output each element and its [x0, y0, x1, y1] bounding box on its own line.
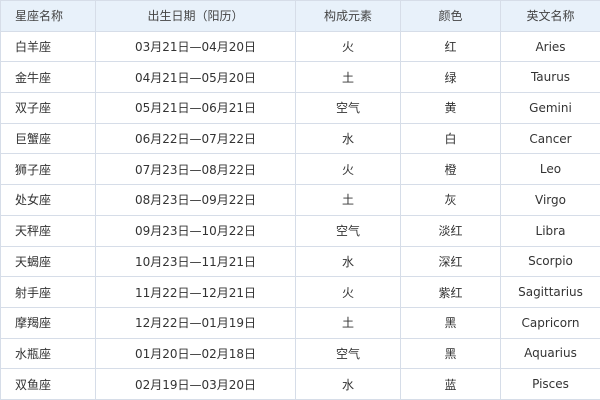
table-cell: 空气	[295, 214, 401, 247]
table-cell: 双子座	[0, 92, 96, 124]
table-cell: 06月22日—07月22日	[95, 122, 296, 155]
table-cell: 天秤座	[0, 214, 96, 247]
table-cell: 双鱼座	[0, 368, 96, 400]
column-header: 构成元素	[295, 0, 401, 32]
table-cell: 摩羯座	[0, 306, 96, 339]
column-header: 英文名称	[500, 0, 600, 32]
table-cell: 08月23日—09月22日	[95, 184, 296, 216]
table-cell: 水瓶座	[0, 337, 96, 370]
table-cell: 巨蟹座	[0, 122, 96, 155]
table-cell: 金牛座	[0, 61, 96, 94]
table-row: 水瓶座 01月20日—02月18日 空气黑 Aquarius	[0, 337, 600, 370]
table-cell: Capricorn	[500, 306, 600, 339]
table-row: 处女座 08月23日—09月22日土灰 Virgo	[0, 184, 600, 216]
table-cell: Virgo	[500, 184, 600, 216]
table-cell: Aquarius	[500, 337, 600, 370]
table-row: 天秤座 09月23日—10月22日 空气 淡红 Libra	[0, 214, 600, 247]
table-cell: Leo	[500, 153, 600, 186]
table-cell: 04月21日—05月20日	[95, 61, 296, 94]
table-cell: 黄	[400, 92, 501, 124]
table-cell: 白羊座	[0, 30, 96, 63]
table-cell: 火	[295, 276, 401, 308]
table-cell: 黑	[400, 337, 501, 370]
table-row: 摩羯座 12月22日—01月19日土黑 Capricorn	[0, 306, 600, 339]
table-cell: 天蝎座	[0, 245, 96, 278]
table-cell: 05月21日—06月21日	[95, 92, 296, 124]
table-cell: 绿	[400, 61, 501, 94]
table-cell: 12月22日—01月19日	[95, 306, 296, 339]
table-cell: 狮子座	[0, 153, 96, 186]
table-cell: 水	[295, 245, 401, 278]
table-cell: 处女座	[0, 184, 96, 216]
table-row: 巨蟹座 06月22日—07月22日水白 Cancer	[0, 122, 600, 155]
table-cell: 灰	[400, 184, 501, 216]
table-body: 白羊座 03月21日—04月20日火红 Aries 金牛座 04月21日—05月20日土…	[0, 30, 600, 400]
table-cell: 淡红	[400, 214, 501, 247]
table-cell: Cancer	[500, 122, 600, 155]
table-cell: 01月20日—02月18日	[95, 337, 296, 370]
table-row: 双鱼座 02月19日—03月20日水蓝 Pisces	[0, 368, 600, 400]
table-cell: Scorpio	[500, 245, 600, 278]
table-cell: 土	[295, 184, 401, 216]
table-cell: 蓝	[400, 368, 501, 400]
table-cell: 水	[295, 122, 401, 155]
table-cell: 土	[295, 61, 401, 94]
table-row: 射手座 11月22日—12月21日火紫红 Sagittarius	[0, 276, 600, 308]
header-row: 星座名称 出生日期（阳历） 构成元素 颜色 英文名称	[0, 0, 600, 32]
table-cell: Gemini	[500, 92, 600, 124]
table-cell: 水	[295, 368, 401, 400]
table-row: 狮子座 07月23日—08月22日火橙 Leo	[0, 153, 600, 186]
table-cell: Taurus	[500, 61, 600, 94]
table-cell: 红	[400, 30, 501, 63]
table-cell: 紫红	[400, 276, 501, 308]
table-cell: 火	[295, 153, 401, 186]
table-cell: 空气	[295, 92, 401, 124]
table-cell: 深红	[400, 245, 501, 278]
table-cell: 10月23日—11月21日	[95, 245, 296, 278]
table-cell: 白	[400, 122, 501, 155]
table-row: 白羊座 03月21日—04月20日火红 Aries	[0, 30, 600, 63]
column-header: 出生日期（阳历）	[95, 0, 296, 32]
table-row: 双子座 05月21日—06月21日 空气黄 Gemini	[0, 92, 600, 124]
table-cell: 02月19日—03月20日	[95, 368, 296, 400]
column-header: 颜色	[400, 0, 501, 32]
table-cell: 03月21日—04月20日	[95, 30, 296, 63]
table-row: 天蝎座 10月23日—11月21日水深红 Scorpio	[0, 245, 600, 278]
column-header: 星座名称	[0, 0, 96, 32]
table-cell: 黑	[400, 306, 501, 339]
table-cell: 橙	[400, 153, 501, 186]
table-cell: 射手座	[0, 276, 96, 308]
table-cell: Pisces	[500, 368, 600, 400]
table-row: 金牛座 04月21日—05月20日土绿 Taurus	[0, 61, 600, 94]
table-cell: 07月23日—08月22日	[95, 153, 296, 186]
table-cell: 空气	[295, 337, 401, 370]
table-cell: 火	[295, 30, 401, 63]
table-cell: Aries	[500, 30, 600, 63]
table-cell: Sagittarius	[500, 276, 600, 308]
table-cell: 09月23日—10月22日	[95, 214, 296, 247]
table-cell: 11月22日—12月21日	[95, 276, 296, 308]
table-cell: 土	[295, 306, 401, 339]
table-cell: Libra	[500, 214, 600, 247]
